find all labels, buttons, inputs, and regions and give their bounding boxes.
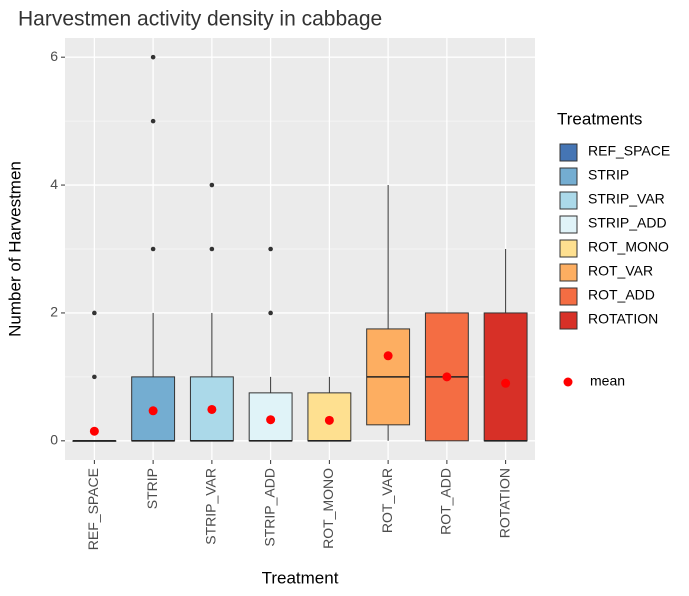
mean-point: [148, 406, 158, 416]
mean-point: [324, 415, 334, 425]
y-tick-label: 2: [50, 304, 58, 320]
outlier: [209, 182, 215, 188]
outlier: [150, 54, 156, 60]
legend-title: Treatments: [557, 109, 642, 128]
x-tick-label: STRIP_VAR: [203, 468, 219, 545]
legend-label: STRIP: [588, 167, 629, 183]
x-tick-label: STRIP_ADD: [261, 468, 277, 547]
outlier: [268, 310, 273, 316]
legend-label: ROT_MONO: [588, 239, 669, 255]
outlier: [92, 374, 97, 380]
mean-point: [501, 378, 511, 388]
y-tick-label: 4: [50, 176, 58, 192]
x-axis-title: Treatment: [262, 568, 339, 587]
x-tick-label: ROT_ADD: [438, 468, 454, 535]
legend-key: [559, 287, 578, 306]
mean-point: [207, 404, 217, 414]
x-tick-label: ROT_MONO: [320, 468, 336, 549]
y-tick-label: 6: [50, 48, 58, 64]
x-tick-label: STRIP: [144, 468, 160, 509]
legend-key: [559, 143, 578, 162]
outlier: [209, 246, 215, 252]
mean-point: [89, 426, 99, 436]
legend-key: [559, 167, 578, 186]
chart-title: Harvestmen activity density in cabbage: [18, 8, 382, 31]
legend-label: mean: [590, 373, 625, 389]
outlier: [92, 310, 97, 316]
legend-key: [559, 215, 578, 234]
mean-point: [442, 372, 452, 382]
legend-label: ROT_ADD: [588, 287, 655, 303]
outlier: [150, 246, 156, 252]
outlier: [150, 118, 156, 124]
outlier: [268, 246, 273, 252]
legend-label: ROT_VAR: [588, 263, 653, 279]
legend-mean-key: [563, 377, 573, 387]
legend-key: [559, 239, 578, 258]
legend-label: STRIP_ADD: [588, 215, 667, 231]
x-tick-label: ROT_VAR: [379, 468, 395, 533]
mean-point: [383, 351, 393, 361]
legend-label: REF_SPACE: [588, 143, 670, 159]
x-tick-label: REF_SPACE: [85, 468, 101, 550]
box: [483, 312, 528, 442]
mean-point: [266, 415, 276, 425]
legend-key: [559, 311, 578, 330]
legend-key: [559, 191, 578, 210]
y-axis-title: Number of Harvestmen: [5, 161, 24, 337]
legend-label: STRIP_VAR: [588, 191, 665, 207]
x-tick-label: ROTATION: [496, 468, 512, 538]
legend-key: [559, 263, 578, 282]
legend-label: ROTATION: [588, 311, 658, 327]
y-tick-label: 0: [50, 432, 58, 448]
